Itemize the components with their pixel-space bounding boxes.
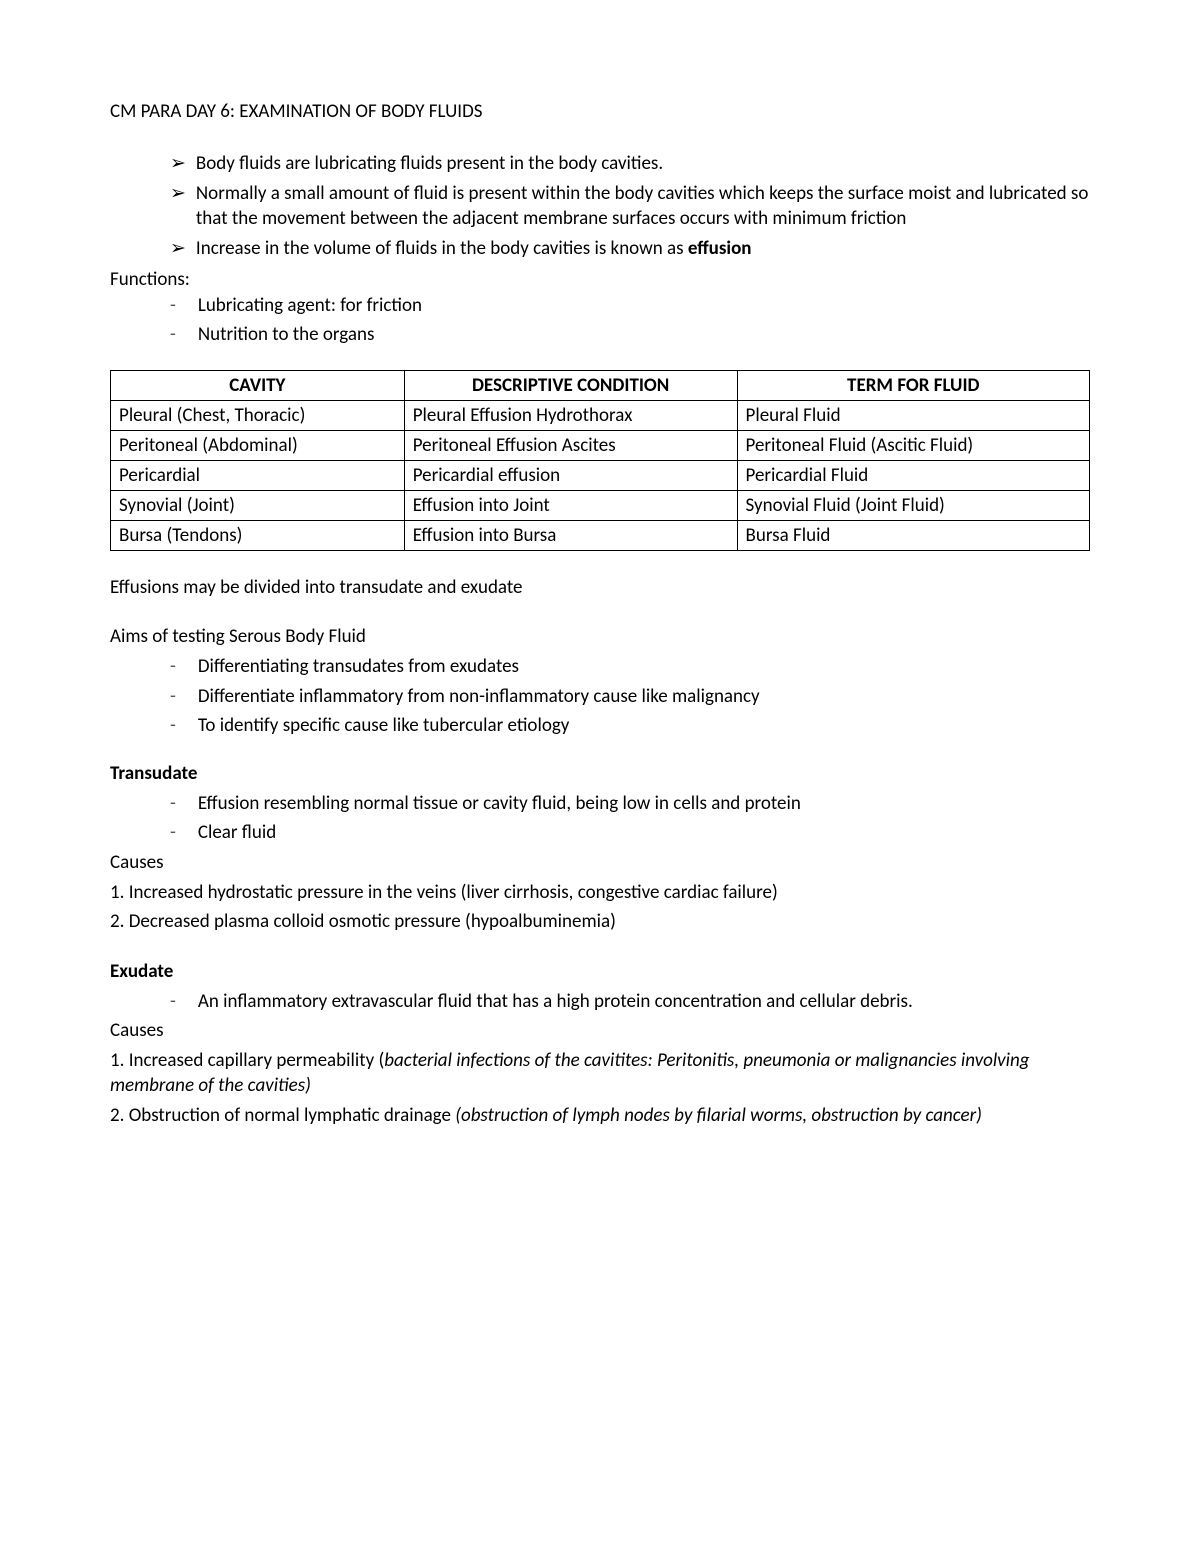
- exudate-cause: 1. Increased capillary permeability (bac…: [110, 1048, 1090, 1099]
- cell-fluid: Synovial Fluid (Joint Fluid): [737, 490, 1089, 520]
- exudate-item: - An inflammatory extravascular fluid th…: [170, 989, 1090, 1015]
- col-header-condition: DESCRIPTIVE CONDITION: [404, 370, 737, 400]
- table-body: Pleural (Chest, Thoracic) Pleural Effusi…: [111, 400, 1090, 550]
- transudate-text: Clear fluid: [198, 820, 1090, 846]
- transudate-heading: Transudate: [110, 761, 1090, 787]
- cell-fluid: Pleural Fluid: [737, 400, 1089, 430]
- intro-bullet-text: Increase in the volume of fluids in the …: [196, 236, 1090, 262]
- dash-icon: -: [170, 791, 176, 817]
- intro-bullet-list: ➢ Body fluids are lubricating fluids pre…: [110, 151, 1090, 262]
- transudate-cause: 2. Decreased plasma colloid osmotic pres…: [110, 909, 1090, 935]
- transudate-text: Effusion resembling normal tissue or cav…: [198, 791, 1090, 817]
- transudate-cause: 1. Increased hydrostatic pressure in the…: [110, 880, 1090, 906]
- page-title: CM PARA DAY 6: EXAMINATION OF BODY FLUID…: [110, 100, 1090, 123]
- arrow-icon: ➢: [170, 181, 186, 207]
- table-header-row: CAVITY DESCRIPTIVE CONDITION TERM FOR FL…: [111, 370, 1090, 400]
- cell-condition: Effusion into Joint: [404, 490, 737, 520]
- cell-condition: Peritoneal Effusion Ascites: [404, 430, 737, 460]
- table-row: Synovial (Joint) Effusion into Joint Syn…: [111, 490, 1090, 520]
- functions-text: Lubricating agent: for friction: [198, 293, 1090, 319]
- aims-item: - Differentiate inflammatory from non-in…: [170, 684, 1090, 710]
- cell-condition: Pleural Effusion Hydrothorax: [404, 400, 737, 430]
- intro-bullet-prefix: Increase in the volume of fluids in the …: [196, 237, 688, 260]
- cell-cavity: Peritoneal (Abdominal): [111, 430, 405, 460]
- exudate-text: An inflammatory extravascular fluid that…: [198, 989, 1090, 1015]
- document-page: CM PARA DAY 6: EXAMINATION OF BODY FLUID…: [0, 0, 1200, 1553]
- aims-item: - To identify specific cause like tuberc…: [170, 713, 1090, 739]
- functions-list: - Lubricating agent: for friction - Nutr…: [110, 293, 1090, 348]
- dash-icon: -: [170, 713, 176, 739]
- intro-bullet-text: Body fluids are lubricating fluids prese…: [196, 151, 1090, 177]
- functions-text: Nutrition to the organs: [198, 322, 1090, 348]
- cell-fluid: Bursa Fluid: [737, 520, 1089, 550]
- functions-item: - Lubricating agent: for friction: [170, 293, 1090, 319]
- intro-bullet: ➢ Normally a small amount of fluid is pr…: [170, 181, 1090, 232]
- divide-text: Effusions may be divided into transudate…: [110, 575, 1090, 601]
- aims-list: - Differentiating transudates from exuda…: [110, 654, 1090, 739]
- cell-cavity: Pleural (Chest, Thoracic): [111, 400, 405, 430]
- cell-condition: Pericardial effusion: [404, 460, 737, 490]
- exudate-cause-italic: (obstruction of lymph nodes by filarial …: [455, 1104, 982, 1127]
- cell-fluid: Peritoneal Fluid (Ascitic Fluid): [737, 430, 1089, 460]
- col-header-fluid: TERM FOR FLUID: [737, 370, 1089, 400]
- causes-heading: Causes: [110, 850, 1090, 876]
- cell-cavity: Pericardial: [111, 460, 405, 490]
- exudate-list: - An inflammatory extravascular fluid th…: [110, 989, 1090, 1015]
- transudate-item: - Clear fluid: [170, 820, 1090, 846]
- dash-icon: -: [170, 654, 176, 680]
- intro-bullet: ➢ Increase in the volume of fluids in th…: [170, 236, 1090, 262]
- table-row: Pericardial Pericardial effusion Pericar…: [111, 460, 1090, 490]
- intro-bullet-text: Normally a small amount of fluid is pres…: [196, 181, 1090, 232]
- intro-bullet: ➢ Body fluids are lubricating fluids pre…: [170, 151, 1090, 177]
- functions-heading: Functions:: [110, 268, 1090, 291]
- aims-heading: Aims of testing Serous Body Fluid: [110, 624, 1090, 650]
- table-row: Pleural (Chest, Thoracic) Pleural Effusi…: [111, 400, 1090, 430]
- cell-cavity: Synovial (Joint): [111, 490, 405, 520]
- dash-icon: -: [170, 684, 176, 710]
- arrow-icon: ➢: [170, 236, 186, 262]
- aims-text: To identify specific cause like tubercul…: [198, 713, 1090, 739]
- exudate-heading: Exudate: [110, 959, 1090, 985]
- dash-icon: -: [170, 293, 176, 319]
- dash-icon: -: [170, 820, 176, 846]
- arrow-icon: ➢: [170, 151, 186, 177]
- exudate-cause: 2. Obstruction of normal lymphatic drain…: [110, 1103, 1090, 1129]
- transudate-list: - Effusion resembling normal tissue or c…: [110, 791, 1090, 846]
- aims-item: - Differentiating transudates from exuda…: [170, 654, 1090, 680]
- exudate-cause-prefix: 2. Obstruction of normal lymphatic drain…: [110, 1104, 455, 1127]
- functions-item: - Nutrition to the organs: [170, 322, 1090, 348]
- cell-condition: Effusion into Bursa: [404, 520, 737, 550]
- causes-heading: Causes: [110, 1018, 1090, 1044]
- aims-text: Differentiate inflammatory from non-infl…: [198, 684, 1090, 710]
- dash-icon: -: [170, 322, 176, 348]
- cell-fluid: Pericardial Fluid: [737, 460, 1089, 490]
- col-header-cavity: CAVITY: [111, 370, 405, 400]
- table-row: Bursa (Tendons) Effusion into Bursa Burs…: [111, 520, 1090, 550]
- dash-icon: -: [170, 989, 176, 1015]
- transudate-item: - Effusion resembling normal tissue or c…: [170, 791, 1090, 817]
- table-row: Peritoneal (Abdominal) Peritoneal Effusi…: [111, 430, 1090, 460]
- effusion-term: effusion: [688, 237, 752, 260]
- exudate-cause-prefix: 1. Increased capillary permeability (: [110, 1049, 384, 1072]
- aims-text: Differentiating transudates from exudate…: [198, 654, 1090, 680]
- cell-cavity: Bursa (Tendons): [111, 520, 405, 550]
- cavity-table: CAVITY DESCRIPTIVE CONDITION TERM FOR FL…: [110, 370, 1090, 551]
